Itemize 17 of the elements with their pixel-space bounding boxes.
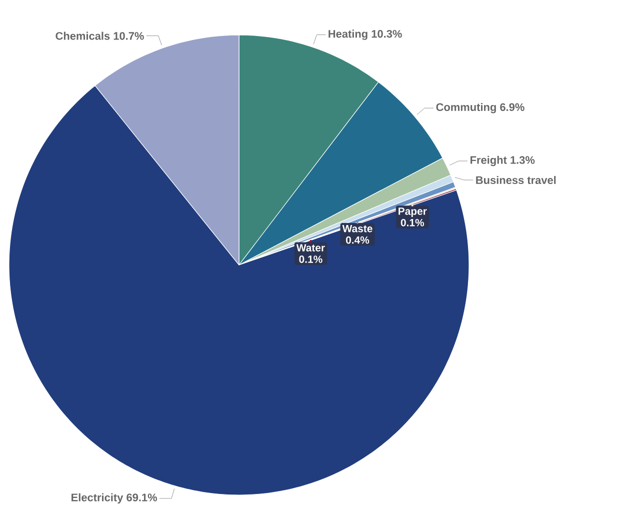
data-label: 69.1% [126, 494, 158, 502]
slice-label: Paper [398, 208, 427, 217]
slice-label: Electricity [72, 493, 124, 504]
data-label: 0.1% [400, 218, 424, 226]
data-label: 0.4% [346, 236, 370, 244]
data-label: 10.3% [372, 30, 402, 38]
slice-label: Heating [328, 30, 368, 40]
slice-label: Chemicals [56, 32, 110, 40]
slice-label: Water [296, 244, 325, 252]
slice-label: Waste [342, 224, 372, 232]
data-label: 0.1% [299, 256, 322, 263]
slice-label: Commuting [436, 102, 496, 114]
slice-label: Business travel [476, 176, 556, 184]
data-label: 6.9% [500, 103, 524, 112]
data-label: 1.3% [510, 156, 535, 164]
slice-label: Freight [470, 156, 507, 166]
data-label: 10.7% [114, 32, 144, 40]
